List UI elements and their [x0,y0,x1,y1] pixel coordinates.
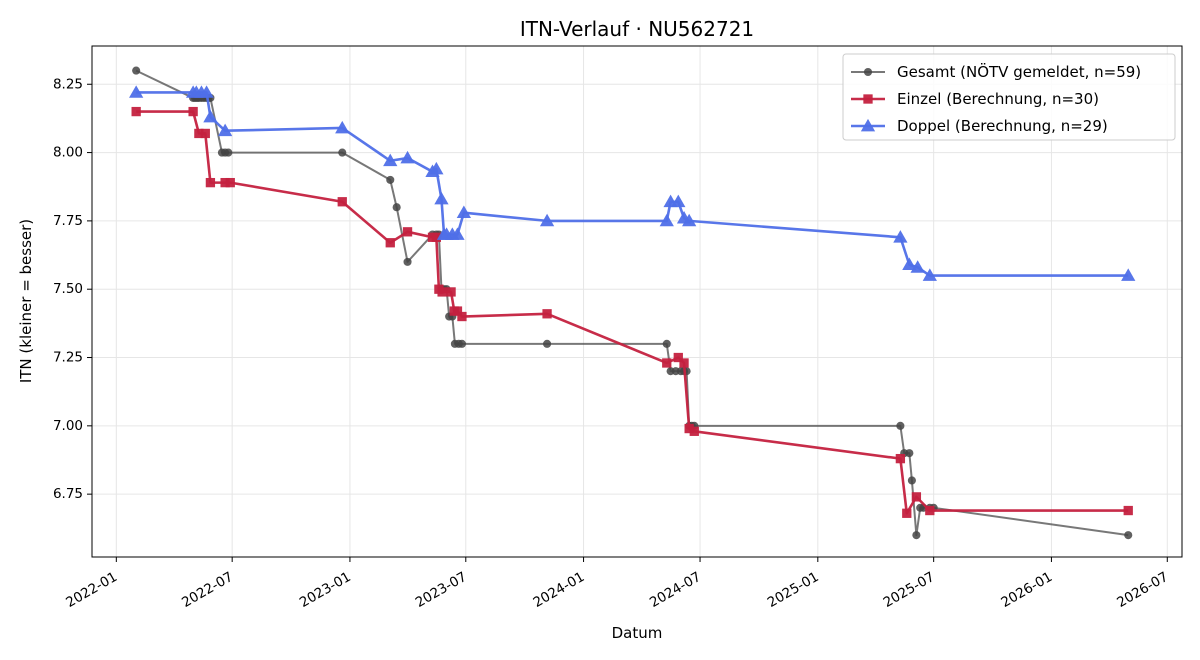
data-point [912,531,921,540]
data-point [659,213,674,227]
data-point [203,109,218,123]
data-point [205,177,216,188]
data-point [689,426,699,436]
data-point [925,505,935,516]
data-point [450,227,465,240]
data-point [1121,268,1136,281]
data-point [224,148,233,157]
legend-label: Doppel (Berechnung, n=29) [897,117,1108,135]
data-point [671,194,686,208]
data-point [895,453,906,464]
series-markers-triangle [129,85,1136,281]
data-point [400,150,415,164]
data-point [679,358,689,368]
legend-box [842,53,1176,141]
data-point [1123,505,1133,516]
legend-entry: Einzel (Berechnung, n=30) [851,90,1099,108]
data-point [922,268,937,281]
data-point [457,311,467,322]
data-point [194,128,204,139]
data-point [429,161,444,175]
legend-entry: Gesamt (NÖTV gemeldet, n=59) [851,62,1141,81]
data-point [905,449,914,458]
data-point [893,230,908,243]
data-point [220,177,230,188]
data-point [403,257,412,266]
data-point [225,177,235,188]
y-tick-label: 8.25 [53,76,83,92]
data-point [402,227,413,237]
y-tick-label: 8.00 [53,145,83,161]
data-point [338,148,347,157]
legend-entry: Doppel (Berechnung, n=29) [851,117,1108,135]
data-point [200,128,210,139]
data-point [437,287,447,297]
data-point [662,339,671,348]
data-point [907,476,916,485]
x-axis-label: Datum [612,624,663,642]
y-axis-label: ITN (kleiner = besser) [17,219,35,383]
data-point [682,213,697,227]
data-point [392,203,401,212]
data-point [386,175,395,184]
data-point [132,66,141,75]
data-point [896,421,905,430]
data-point [662,358,672,368]
data-point [335,120,350,134]
data-point [383,153,398,167]
y-tick-label: 7.25 [53,350,83,366]
data-point [543,339,552,348]
data-point [434,191,449,205]
y-tick-label: 7.75 [53,213,83,229]
data-point [452,306,463,316]
y-tick-label: 6.75 [53,486,83,502]
y-tick-label: 7.50 [53,281,83,297]
legend-marker [860,118,876,132]
data-point [217,123,233,137]
data-point [385,238,395,248]
data-point [911,492,922,502]
plot-frame [91,45,1183,558]
data-point [902,508,912,518]
series-layer [129,66,1136,540]
legend-marker [863,67,873,77]
y-ticks: 6.75 7.00 7.25 7.50 7.75 8.00 8.25 [53,76,92,502]
data-point [446,287,456,297]
series-triangle [129,85,1136,281]
data-point [684,423,694,434]
legend: Gesamt (NÖTV gemeldet, n=59) Einzel (Bere… [842,53,1176,141]
data-point [539,213,555,227]
legend-label: Einzel (Berechnung, n=30) [897,90,1099,108]
data-point [902,257,917,270]
legend-marker [863,94,873,104]
data-point [910,260,925,273]
data-point [457,339,467,348]
y-tick-label: 7.00 [53,418,83,434]
legend-label: Gesamt (NÖTV gemeldet, n=59) [897,62,1141,81]
series-square [131,106,1133,518]
data-point [129,85,144,98]
data-point [542,309,552,319]
data-point [131,106,141,117]
data-point [1124,531,1133,540]
data-point [431,232,441,242]
data-point [456,205,472,219]
data-point [673,352,683,363]
chart-title: ITN-Verlauf · NU562721 [520,17,754,41]
data-point [199,85,214,98]
series-markers-square [131,106,1133,518]
data-point [188,106,198,117]
data-point [337,197,347,207]
